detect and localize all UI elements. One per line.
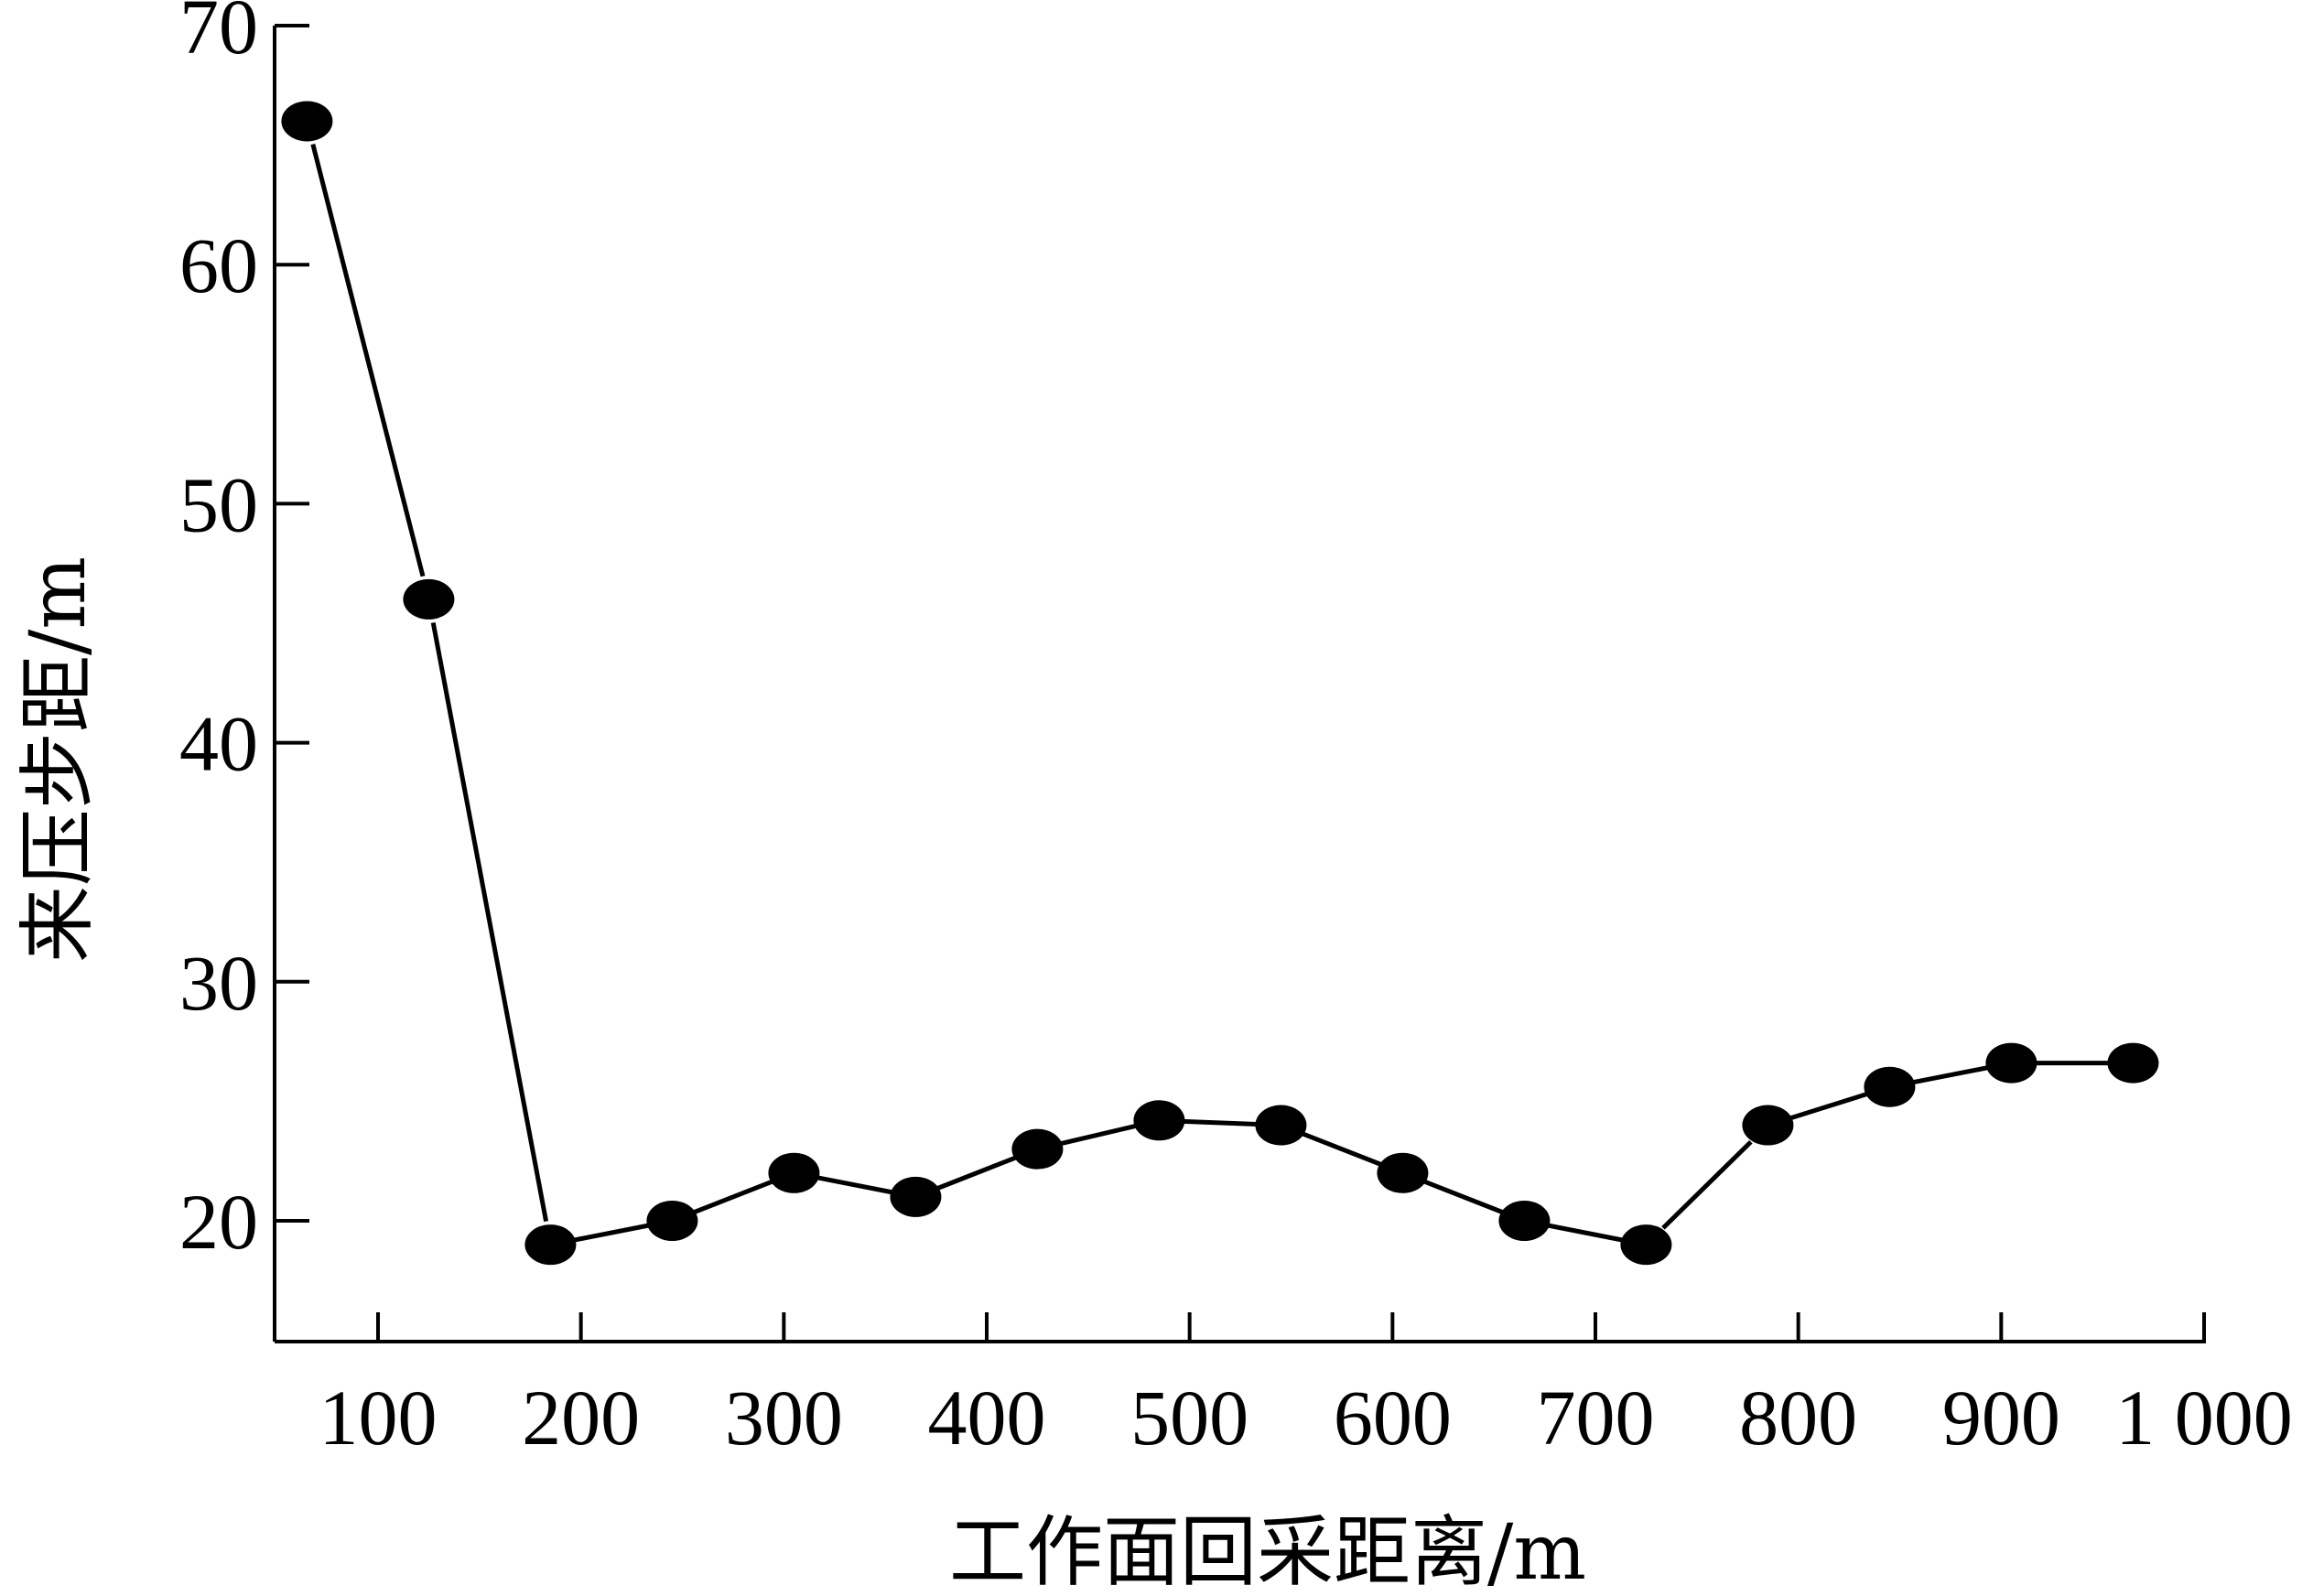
data-point [524,1224,577,1266]
x-tick-label: 600 [1334,1374,1452,1461]
data-point [2107,1042,2159,1084]
x-tick-label: 100 [319,1374,438,1461]
data-point [1498,1201,1551,1241]
series-line-segment [1423,1179,1504,1214]
x-tick-label: 500 [1130,1374,1248,1461]
data-point [768,1152,820,1193]
series-line-segment [693,1179,773,1214]
y-tick-label: 40 [179,700,258,788]
y-tick-label: 20 [179,1178,258,1266]
series-line-segment [1302,1131,1382,1167]
y-axis-title: 来压步距/m [13,556,103,963]
y-tick-label: 30 [179,939,258,1027]
series-line-segment [1060,1123,1137,1147]
y-tick-label: 70 [179,0,258,70]
data-point [1620,1224,1672,1266]
data-point [1255,1105,1307,1146]
x-tick-label: 800 [1739,1374,1857,1461]
data-point [1011,1128,1064,1170]
data-point [1133,1100,1185,1141]
x-axis-title: 工作面回采距离/m [949,1507,1586,1596]
series-line-segment [430,621,549,1223]
data-point [281,101,333,142]
data-point [1742,1105,1794,1146]
series-line-segment [816,1175,893,1195]
x-tick-label: 200 [522,1374,640,1461]
x-tick-label: 400 [928,1374,1046,1461]
x-tick-label: 900 [1942,1374,2060,1461]
data-point [890,1176,942,1217]
y-tick-label: 60 [179,221,258,309]
data-point [646,1201,698,1241]
y-tick-label: 50 [179,460,258,548]
series-layer [281,101,2159,1266]
axes: 20 30 40 50 60 70 100 200 300 400 500 600 700 800 900 1… [179,0,2293,1461]
series-line-segment [1789,1092,1868,1121]
data-point [1377,1152,1429,1193]
series-line-segment [1661,1139,1753,1230]
data-point [1864,1066,1916,1107]
x-tick-label: 300 [725,1374,843,1461]
series-line-segment [1547,1223,1624,1243]
series-line-segment [310,144,426,577]
series-line-segment [1183,1118,1258,1127]
x-tick-label: 1 000 [2115,1374,2293,1461]
data-point [403,578,455,620]
series-line-segment [936,1155,1017,1191]
series-line-segment [1912,1065,1989,1085]
data-point [1985,1042,2038,1084]
x-tick-label: 700 [1537,1374,1655,1461]
series-line-segment [573,1223,650,1243]
